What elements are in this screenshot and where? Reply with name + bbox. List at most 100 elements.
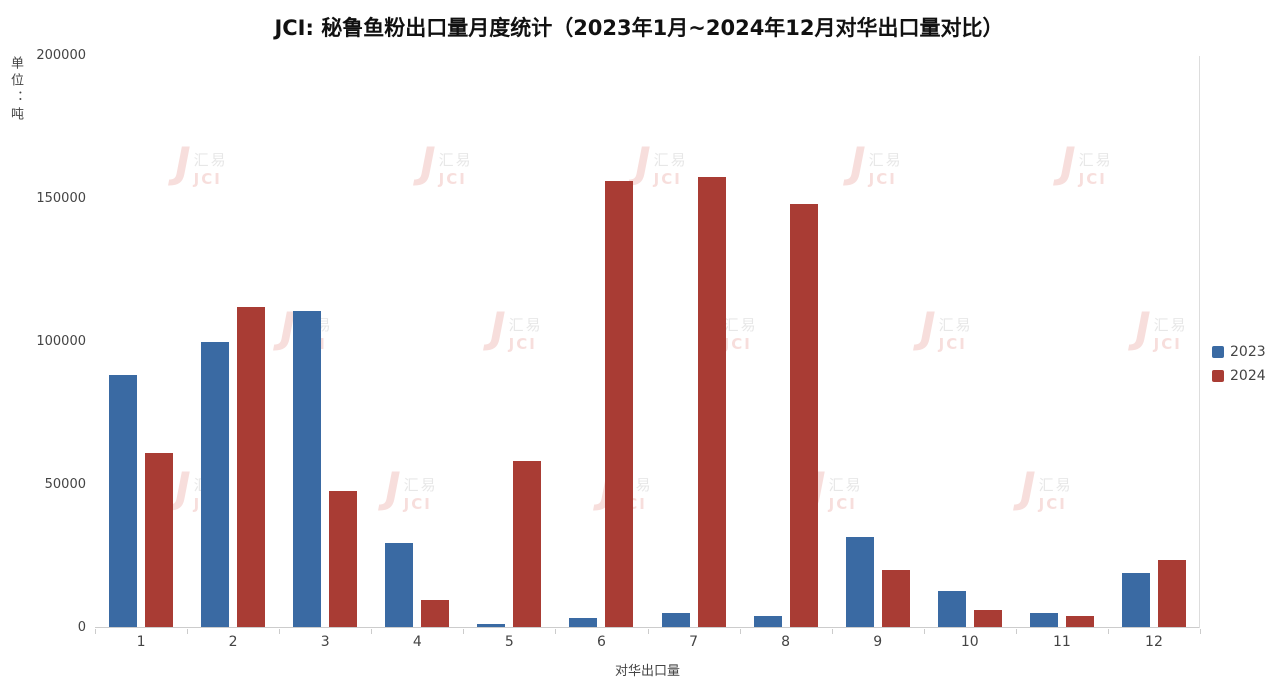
x-axis-tick-mark [371, 629, 373, 634]
watermark-brand-en: JCI [403, 495, 432, 513]
bar-2023-month-4[interactable] [385, 542, 414, 627]
x-axis-tick-labels: 1 2 3 4 5 6 7 8 9 10 11 12 [95, 634, 1200, 656]
watermark-brand-cn: 汇易 [828, 476, 863, 494]
x-axis-tick-mark [647, 629, 649, 634]
x-axis-tick-mark [463, 629, 465, 634]
x-tick-label: 3 [320, 634, 330, 650]
watermark-j-mark: J [850, 138, 866, 187]
watermark-j-mark: J [1135, 303, 1151, 352]
bar-2023-month-2[interactable] [201, 342, 230, 627]
y-tick-label: 150000 [36, 191, 86, 206]
watermark-brand-en: JCI [1153, 335, 1182, 353]
bar-2024-month-1[interactable] [145, 452, 174, 627]
bar-2023-month-5[interactable] [477, 624, 506, 627]
watermark-brand-cn: 汇易 [1153, 316, 1188, 334]
bar-2024-month-11[interactable] [1065, 615, 1094, 627]
watermark-j-mark: J [175, 463, 191, 512]
legend-item-2024[interactable]: 2024 [1212, 368, 1266, 384]
bar-2023-month-1[interactable] [109, 375, 138, 627]
bar-2023-month-8[interactable] [753, 615, 782, 627]
x-axis-tick-mark [1200, 629, 1201, 634]
x-axis-tick-mark [555, 629, 557, 634]
watermark-brand-cn: 汇易 [868, 151, 903, 169]
bar-2024-month-4[interactable] [421, 599, 450, 627]
bar-2023-month-6[interactable] [569, 618, 598, 627]
plot-area: J汇易JCIJ汇易JCIJ汇易JCIJ汇易JCIJ汇易JCIJ汇易JCIJ汇易J… [36, 48, 1201, 635]
y-tick-label: 100000 [36, 334, 86, 349]
bar-2024-month-5[interactable] [513, 461, 542, 627]
watermark-j-mark: J [385, 463, 401, 512]
y-tick-label: 0 [77, 620, 86, 635]
x-axis-line [95, 627, 1200, 628]
y-tick-label: 50000 [44, 477, 86, 492]
legend-item-2023[interactable]: 2023 [1212, 344, 1266, 360]
plot-right-border [1199, 56, 1200, 628]
x-tick-label: 7 [689, 634, 698, 650]
bar-2024-month-8[interactable] [789, 203, 818, 627]
legend-label: 2023 [1230, 344, 1266, 360]
watermark-j-mark: J [420, 138, 436, 187]
watermark-brand-cn: 汇易 [1078, 151, 1113, 169]
watermark-brand-en: JCI [193, 170, 222, 188]
watermark-brand-cn: 汇易 [508, 316, 543, 334]
watermark-j-mark: J [635, 138, 651, 187]
legend-marker [1212, 370, 1224, 382]
x-axis-tick-mark [1107, 629, 1109, 634]
x-axis-tick-mark [279, 629, 281, 634]
x-axis-tick-mark [1015, 629, 1017, 634]
watermark-brand-en: JCI [723, 335, 752, 353]
watermark-brand-en: JCI [1078, 170, 1107, 188]
x-axis-tick-mark [187, 629, 189, 634]
x-tick-label: 12 [1145, 634, 1163, 650]
x-tick-label: 1 [136, 634, 146, 650]
watermark-brand-cn: 汇易 [653, 151, 688, 169]
x-axis-tick-mark [739, 629, 741, 634]
watermark-j-mark: J [920, 303, 936, 352]
bar-2024-month-2[interactable] [237, 306, 266, 627]
bar-2024-month-12[interactable] [1157, 559, 1186, 627]
legend-marker [1212, 346, 1224, 358]
y-tick-label: 200000 [36, 48, 86, 63]
watermark-brand-en: JCI [438, 170, 467, 188]
bar-2023-month-3[interactable] [293, 310, 322, 627]
bar-2024-month-10[interactable] [973, 609, 1002, 627]
bar-2023-month-11[interactable] [1029, 612, 1058, 627]
legend: 2023 2024 [1212, 344, 1266, 384]
x-axis-title: 对华出口量 [614, 664, 680, 679]
watermark-brand-cn: 汇易 [403, 476, 438, 494]
watermark-brand-cn: 汇易 [938, 316, 973, 334]
watermark-brand-en: JCI [938, 335, 967, 353]
watermark-j-mark: J [1020, 463, 1036, 512]
x-tick-label: 9 [873, 634, 883, 650]
watermark-brand-en: JCI [1038, 495, 1067, 513]
bar-2023-month-7[interactable] [661, 612, 690, 627]
x-tick-label: 8 [781, 634, 791, 650]
watermark-brand-cn: 汇易 [723, 316, 758, 334]
x-tick-label: 6 [596, 634, 606, 650]
x-axis-tick-mark [923, 629, 925, 634]
watermark-brand-cn: 汇易 [193, 151, 228, 169]
bar-2024-month-9[interactable] [881, 569, 910, 627]
bar-2023-month-9[interactable] [845, 536, 874, 627]
watermark-brand-cn: 汇易 [438, 151, 473, 169]
bar-2023-month-10[interactable] [937, 591, 966, 627]
bar-2023-month-12[interactable] [1121, 572, 1150, 627]
bar-2024-month-6[interactable] [605, 180, 634, 627]
watermark-j-mark: J [1060, 138, 1076, 187]
bar-2024-month-3[interactable] [329, 491, 358, 627]
x-axis-tick-mark [831, 629, 833, 634]
watermark-brand-cn: 汇易 [1038, 476, 1073, 494]
watermark-brand-en: JCI [868, 170, 897, 188]
x-tick-label: 2 [228, 634, 238, 650]
bar-2024-month-7[interactable] [697, 176, 726, 627]
x-tick-label: 5 [504, 634, 514, 650]
